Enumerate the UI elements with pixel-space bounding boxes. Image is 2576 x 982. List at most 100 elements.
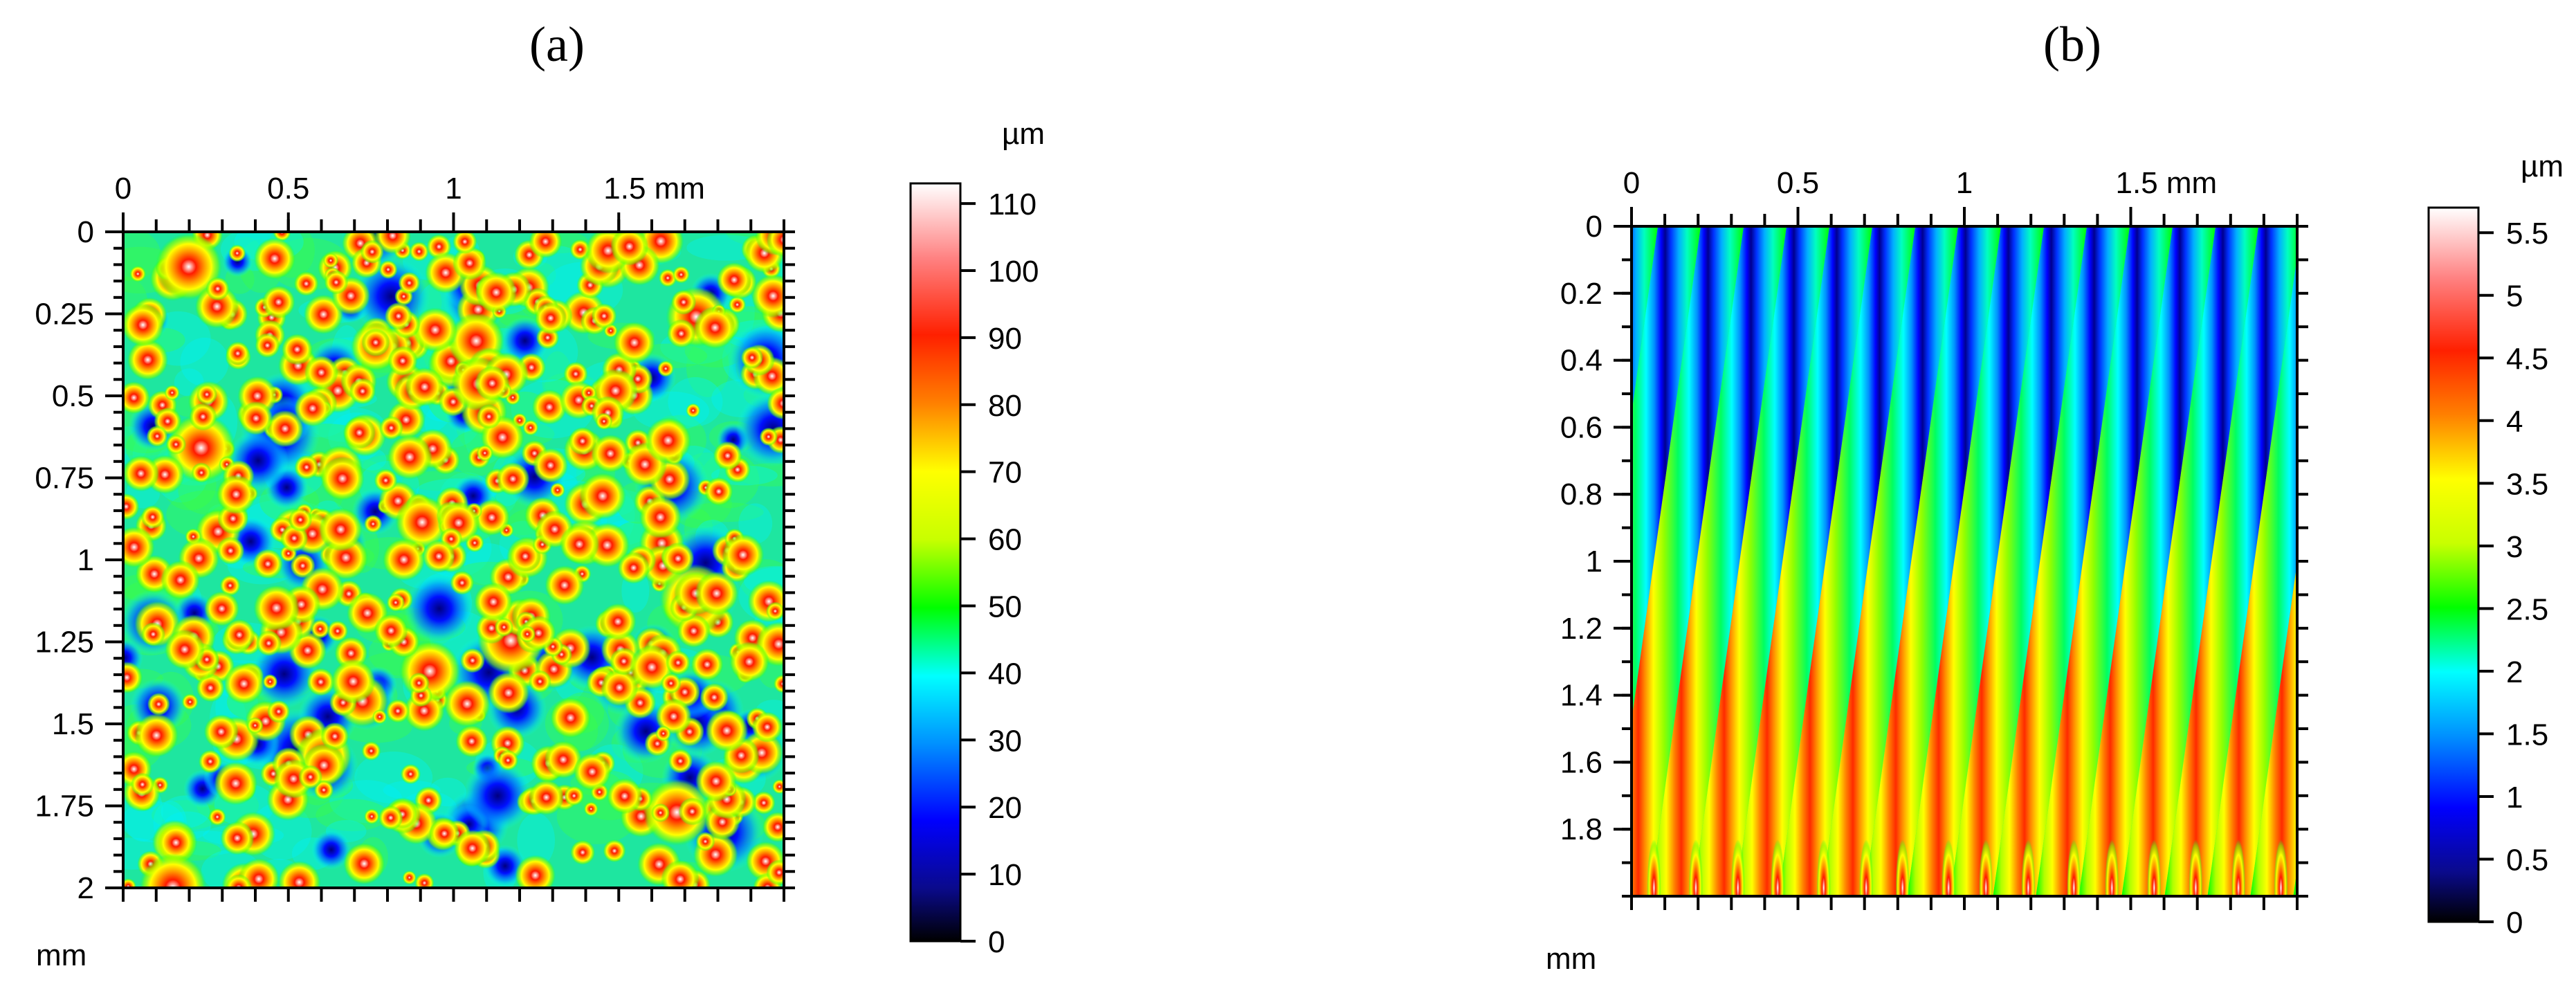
panel-a-peak	[203, 714, 239, 749]
panel-a-peak	[349, 378, 376, 405]
panel-b-groove	[2036, 226, 2173, 896]
panel-a-peak	[599, 603, 637, 640]
panel-a-peak	[165, 434, 187, 455]
panel-a-peak	[281, 334, 313, 365]
panel-a-peak	[606, 778, 643, 815]
panel-a-peak	[639, 495, 682, 538]
panel-a-peak	[591, 434, 630, 473]
panel-a-peak	[123, 878, 137, 888]
panel-a-peak	[695, 832, 715, 851]
panel-a-peak	[600, 669, 639, 707]
panel-a-peak	[161, 560, 201, 600]
panel-a-peak	[342, 416, 376, 449]
panel-a-peak	[226, 341, 250, 365]
panel-a-colorbar-tick-label: 80	[988, 389, 1022, 423]
panel-a-colorbar-tick-label: 110	[988, 188, 1036, 221]
panel-a-peak	[123, 381, 151, 415]
panel-a-colorbar-unit: µm	[1002, 117, 1045, 151]
panel-a-peak	[668, 748, 693, 774]
panel-a-y-tick-label: 1.5	[52, 707, 94, 741]
panel-a-peak	[216, 536, 245, 565]
panel-a-peak	[494, 617, 514, 637]
panel-a-peak	[322, 253, 339, 269]
panel-a-peak	[573, 752, 612, 791]
panel-a-y-tick-label: 1.75	[35, 790, 94, 824]
panel-b-edge-peak	[1688, 839, 1703, 896]
panel-b-groove	[1632, 226, 1658, 415]
panel-b-edge-peak	[1730, 839, 1745, 896]
panel-a-peak	[131, 772, 154, 797]
panel-a-colorbar: µm 0 10 20 30 40 50 60 70 80 90 100 110	[909, 117, 1045, 959]
panel-a-y-tick-label: 1	[77, 543, 94, 577]
panel-a-colorbar-tick-label: 60	[988, 523, 1022, 557]
panel-a-peak	[677, 614, 711, 648]
panel-a-peak	[643, 779, 711, 846]
panel-a-peak	[666, 650, 691, 675]
panel-a-colorbar-tick-label: 90	[988, 322, 1022, 356]
panel-b-colorbar-tick-label: 1	[2506, 781, 2523, 815]
panel-b-groove	[1993, 226, 2130, 896]
panel-a-peak	[385, 699, 410, 723]
panel-a-peak	[495, 462, 530, 496]
panel-a-peak	[767, 387, 784, 420]
panel-b-groove	[2207, 255, 2297, 896]
panel-b-edge-peak	[1816, 839, 1831, 896]
panel-b-edge-peak	[1859, 839, 1874, 896]
panel-b-edge-peak	[2231, 839, 2246, 896]
panel-a-peak	[409, 242, 429, 262]
panel-a-peak	[189, 402, 217, 431]
panel-b-y-tick-label: 1	[1586, 545, 1602, 579]
panel-a-peak	[476, 444, 493, 462]
panel-a-peak	[487, 671, 530, 714]
panel-a-peak	[374, 613, 408, 648]
panel-a-peak	[455, 725, 488, 758]
panel-a-peak	[453, 829, 491, 867]
panel-a-peak	[610, 232, 649, 266]
panel-a-peak	[387, 345, 418, 376]
panel-a-peak	[181, 693, 199, 711]
panel-a-peak	[661, 542, 695, 575]
panel-b-x-tick-label: 1	[1956, 166, 1973, 200]
panel-b-groove	[1650, 226, 1787, 896]
panel-b-y-tick-label: 0.6	[1560, 410, 1602, 444]
panel-a-peak	[579, 472, 626, 520]
panel-a-peak	[549, 482, 565, 498]
panel-a-colorbar-tick-label: 10	[988, 858, 1022, 892]
panel-a-peak	[277, 860, 321, 888]
panel-a-pit	[311, 830, 351, 870]
panel-a-peak	[752, 791, 776, 815]
panel-b-edge-peak	[2147, 839, 2162, 896]
panel-a-peak	[123, 661, 143, 694]
panel-a-peak	[686, 403, 701, 418]
panel-a-colorbar-tick-label: 50	[988, 590, 1022, 624]
panel-a-peak	[453, 232, 477, 254]
panel-a-peak	[361, 741, 381, 761]
panel-a-peak	[583, 801, 599, 817]
panel-b-axis-unit: mm	[1546, 942, 1596, 976]
panel-b-colorbar-tick-label: 1.5	[2506, 718, 2548, 752]
panel-a-mottle	[738, 503, 773, 544]
panel-b-x-tick-label: 0.5	[1777, 166, 1819, 200]
panel-a-peak	[361, 328, 390, 357]
panel-a-peak	[660, 673, 682, 694]
panel-a-peak	[473, 499, 511, 536]
panel-b-groove	[1778, 226, 1915, 896]
panel-a-y-tick-label: 0	[77, 215, 94, 249]
panel-a-peak	[691, 648, 724, 681]
panel-b-colorbar-tick-label: 4	[2506, 405, 2523, 439]
panel-a-peak	[331, 659, 376, 704]
panel-b-edge-peak	[1979, 839, 1993, 896]
panel-a-peak	[228, 244, 246, 262]
panel-a-peak	[522, 419, 539, 436]
panel-a-peak	[655, 698, 692, 735]
panel-a-peak	[408, 672, 430, 694]
panel-b-groove	[1632, 226, 1744, 896]
panel-a-peak	[751, 274, 784, 318]
panel-a-peak	[364, 514, 383, 534]
panel-a-peak	[729, 642, 769, 682]
panel-a-peak	[307, 668, 335, 696]
panel-a-y-tick-label: 1.25	[35, 626, 94, 660]
panel-a-peak	[400, 763, 421, 785]
panel-b-colorbar-unit: µm	[2521, 149, 2564, 183]
panel-b-groove	[1692, 226, 1829, 896]
